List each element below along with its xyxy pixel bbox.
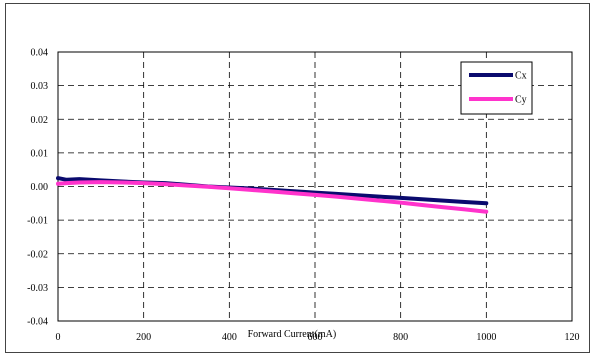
x-tick-label: 600 — [308, 332, 323, 343]
y-tick-label: 0.04 — [31, 48, 49, 59]
series-layer — [56, 176, 489, 214]
legend-box — [460, 61, 533, 115]
x-tick-label: 0 — [56, 332, 61, 343]
legend-label-cx: Cx — [515, 71, 527, 82]
y-tick-label: 0.00 — [31, 182, 49, 193]
series-line-cy — [56, 180, 489, 214]
x-axis-title: Forward Current(mA) — [248, 329, 337, 340]
legend-label-cy: Cy — [515, 95, 527, 106]
x-tick-label: 400 — [222, 332, 237, 343]
y-tick-label: -0.01 — [27, 216, 48, 227]
y-tick-label: -0.03 — [27, 283, 48, 294]
tick-layer: 0.04 0.03 0.02 0.01 0.00 -0.01 -0.02 -0.03 -0.04… — [27, 48, 579, 344]
y-tick-label: 0.01 — [31, 148, 49, 159]
chart-frame — [5, 3, 590, 353]
y-tick-label: -0.04 — [27, 317, 48, 328]
y-tick-label: -0.02 — [27, 249, 48, 260]
plot-area — [57, 51, 573, 322]
x-tick-label: 800 — [393, 332, 408, 343]
y-tick-label: 0.03 — [31, 81, 49, 92]
x-tick-label: 200 — [136, 332, 151, 343]
grid-layer — [58, 52, 572, 321]
y-tick-label: 0.02 — [31, 115, 49, 126]
x-tick-label: 1000 — [476, 332, 496, 343]
x-tick-label: 120 — [565, 332, 580, 343]
legend: Cx Cy — [460, 61, 533, 115]
